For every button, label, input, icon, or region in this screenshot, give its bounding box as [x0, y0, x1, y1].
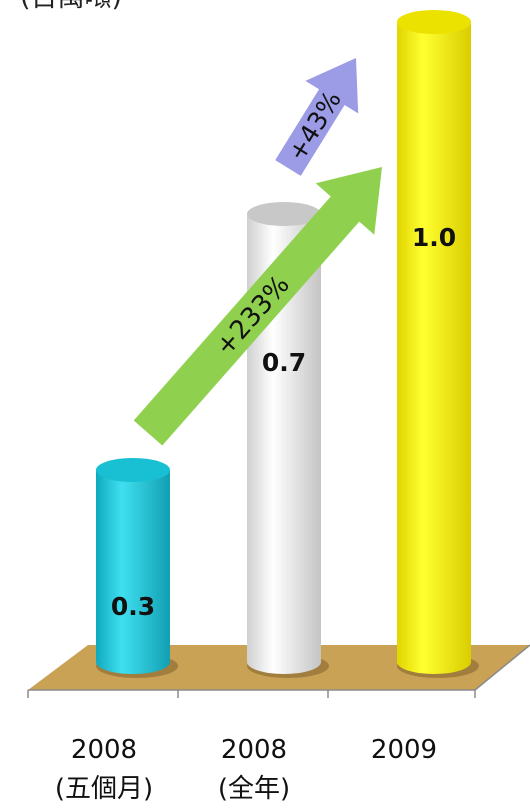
bar-value-label-1: 0.7: [262, 348, 306, 377]
unit-label: (百萬噸): [20, 0, 122, 13]
bar-top-2: [397, 10, 471, 34]
bar-2: [397, 10, 479, 678]
growth-arrow-2: +43%: [275, 58, 359, 176]
x-tick-label-0: 2008: [71, 735, 137, 765]
bar-0: [96, 458, 178, 678]
bar-top-1: [247, 202, 321, 226]
x-tick-sublabel-0: (五個月): [55, 774, 153, 804]
bar-value-label-0: 0.3: [111, 592, 155, 621]
bar-value-label-2: 1.0: [412, 223, 456, 252]
bar-1: [247, 202, 329, 678]
bar-top-0: [96, 458, 170, 482]
growth-arrow-2-label: +43%: [282, 86, 347, 166]
x-tick-sublabel-1: (全年): [218, 774, 290, 804]
x-tick-label-2: 2009: [371, 735, 437, 765]
x-tick-label-1: 2008: [221, 735, 287, 765]
